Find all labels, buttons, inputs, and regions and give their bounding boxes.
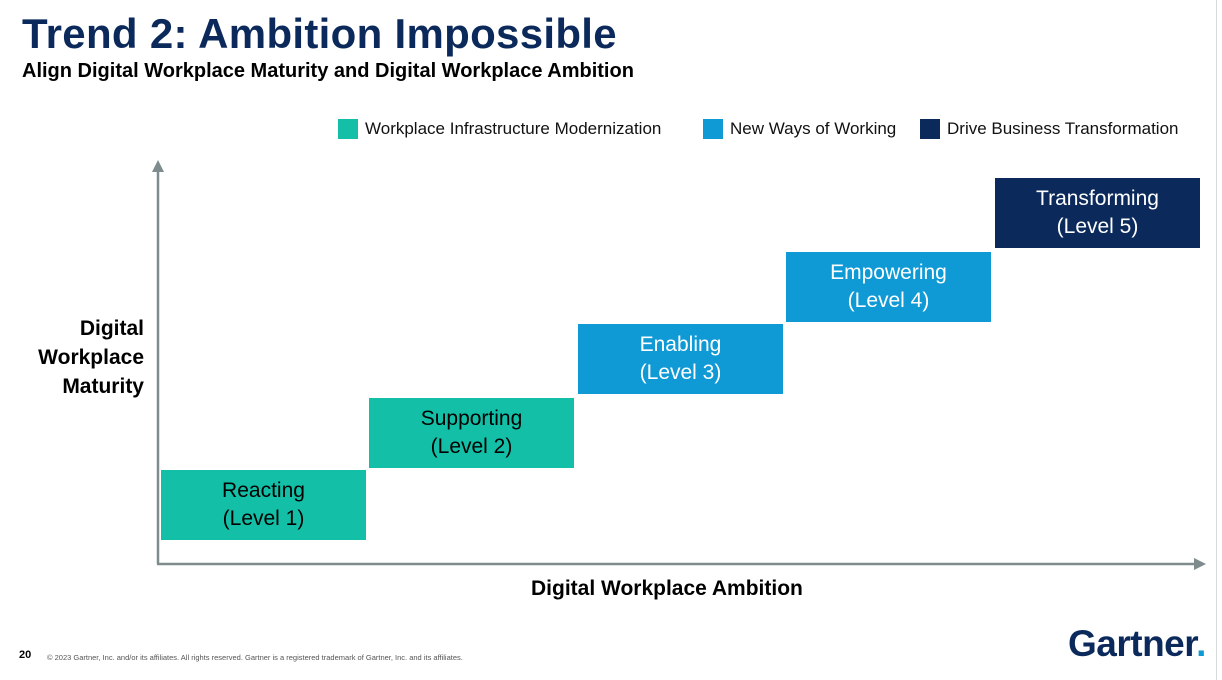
slide-subtitle: Align Digital Workplace Maturity and Dig… xyxy=(22,60,634,82)
step-name: Reacting xyxy=(222,479,305,502)
step-name: Enabling xyxy=(639,333,722,356)
y-axis-label-line: Digital xyxy=(79,317,144,340)
step-level: (Level 1) xyxy=(222,507,305,530)
y-axis-arrow-icon xyxy=(152,160,164,172)
step-name: Empowering xyxy=(830,261,947,284)
legend-item-transformation: Drive Business Transformation xyxy=(920,118,1178,140)
step-name: Supporting xyxy=(420,407,523,430)
page-number: 20 xyxy=(19,649,32,661)
legend-swatch xyxy=(920,119,940,139)
legend-label: Drive Business Transformation xyxy=(947,119,1179,138)
step-empowering: Empowering (Level 4) xyxy=(786,252,991,322)
step-level: (Level 2) xyxy=(430,435,513,458)
legend-swatch xyxy=(338,119,358,139)
y-axis-label-line: Maturity xyxy=(62,375,144,398)
copyright-notice: © 2023 Gartner, Inc. and/or its affiliat… xyxy=(47,653,463,662)
legend-swatch xyxy=(703,119,723,139)
gartner-logo: Gartner. xyxy=(1068,623,1206,665)
step-level: (Level 3) xyxy=(639,361,722,384)
step-transforming: Transforming (Level 5) xyxy=(995,178,1200,248)
legend-label: Workplace Infrastructure Modernization xyxy=(365,119,662,138)
step-supporting: Supporting (Level 2) xyxy=(369,398,574,468)
slide-right-edge xyxy=(1216,0,1217,680)
step-enabling: Enabling (Level 3) xyxy=(578,324,783,394)
slide-title: Trend 2: Ambition Impossible xyxy=(22,10,617,57)
x-axis-arrow-icon xyxy=(1194,558,1206,570)
step-reacting: Reacting (Level 1) xyxy=(161,470,366,540)
legend-item-new-ways: New Ways of Working xyxy=(703,118,896,140)
step-name: Transforming xyxy=(1036,187,1159,210)
logo-text: Gartner xyxy=(1068,623,1197,664)
y-axis-label-line: Workplace xyxy=(38,346,144,369)
logo-dot: . xyxy=(1196,623,1206,664)
step-level: (Level 5) xyxy=(1056,215,1139,238)
legend-item-infrastructure: Workplace Infrastructure Modernization xyxy=(338,118,661,140)
x-axis-label: Digital Workplace Ambition xyxy=(531,577,803,600)
legend-label: New Ways of Working xyxy=(730,119,897,138)
step-level: (Level 4) xyxy=(847,289,930,312)
y-axis-label: Digital Workplace Maturity xyxy=(14,314,144,401)
